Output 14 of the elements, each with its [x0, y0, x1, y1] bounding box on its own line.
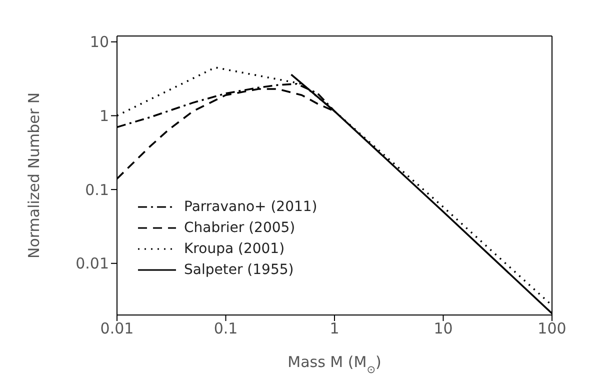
x-tick-label: 1	[330, 320, 340, 338]
y-axis-title: Normalized Number N	[25, 92, 43, 259]
x-tick-label: 100	[538, 320, 566, 338]
y-tick-label: 1	[99, 107, 109, 126]
y-tick-label: 10	[90, 33, 109, 52]
legend-label: Kroupa (2001)	[184, 240, 285, 256]
legend-label: Chabrier (2005)	[184, 220, 296, 236]
x-tick-label: 10	[434, 320, 453, 338]
legend-label: Parravano+ (2011)	[184, 198, 318, 214]
x-axis-title: Mass M (M$_{⊙}$)	[288, 353, 382, 376]
y-tick-label: 0.1	[85, 180, 109, 199]
y-tick-label: 0.01	[76, 254, 109, 273]
x-tick-label: 0.1	[214, 320, 238, 338]
legend-label: Salpeter (1955)	[184, 262, 294, 278]
